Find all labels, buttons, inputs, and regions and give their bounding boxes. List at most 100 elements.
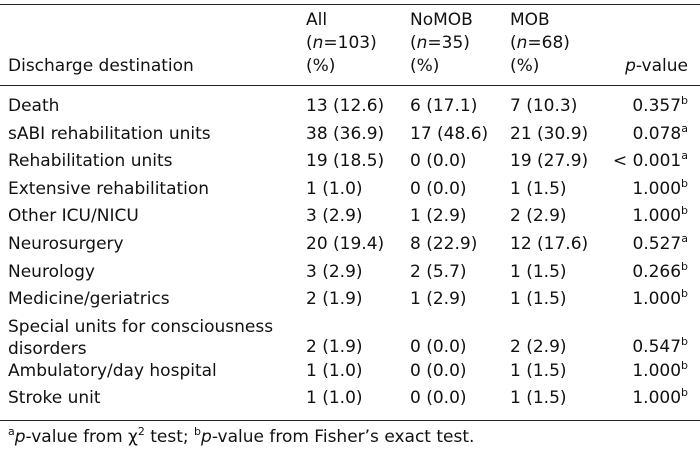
- p-value: 1.000: [632, 388, 682, 409]
- footnote-b-text: -value from Fisher’s exact test.: [211, 427, 475, 447]
- destination-cell: Special units for consciousness disorder…: [8, 316, 274, 359]
- p-value-footnote-mark: b: [681, 358, 688, 372]
- header-row: Discharge destination All (n=103) (%) No…: [0, 9, 700, 85]
- footnote-a-square: 2: [137, 425, 145, 438]
- header-mob-count: =68): [527, 33, 570, 53]
- p-value-cell: 1.000b: [606, 205, 700, 233]
- header-all-paren: (: [306, 33, 313, 53]
- destination-cell: Stroke unit: [8, 388, 101, 409]
- p-value-footnote-mark: a: [681, 149, 688, 163]
- all-cell: 1 (1.0): [306, 360, 363, 381]
- table-row: Rehabilitation units 19 (18.5) 0 (0.0) 19 (…: [0, 150, 700, 178]
- footnote-a-end: test;: [144, 427, 195, 447]
- header-mob-n: n: [516, 33, 528, 53]
- p-value-footnote-mark: a: [681, 121, 688, 135]
- nomob-cell: 2 (5.7): [410, 261, 467, 282]
- all-cell: 19 (18.5): [306, 151, 385, 172]
- header-p-value: p-value: [606, 9, 700, 85]
- mob-cell: 19 (27.9): [510, 151, 589, 172]
- p-value: 1.000: [632, 178, 682, 199]
- destination-cell: Extensive rehabilitation: [8, 178, 210, 199]
- header-nomob-unit: (%): [410, 56, 440, 76]
- p-value-cell: 1.000b: [606, 387, 700, 415]
- nomob-cell: 17 (48.6): [410, 123, 489, 144]
- table-row: Neurology 3 (2.9) 2 (5.7) 1 (1.5) 0.266b: [0, 261, 700, 289]
- all-cell: 20 (19.4): [306, 233, 385, 254]
- header-rule: [0, 85, 700, 86]
- p-value: < 0.001: [612, 151, 682, 172]
- header-p-rest: -value: [635, 56, 688, 76]
- p-value-footnote-mark: a: [681, 231, 688, 245]
- p-value-cell: < 0.001a: [606, 150, 700, 178]
- table-bottom-rule: [0, 420, 700, 421]
- mob-cell: 1 (1.5): [510, 388, 567, 409]
- all-cell: 13 (12.6): [306, 96, 385, 116]
- nomob-cell: 6 (17.1): [410, 96, 478, 116]
- destination-cell: Rehabilitation units: [8, 151, 173, 172]
- table-row: Stroke unit 1 (1.0) 0 (0.0) 1 (1.5) 1.000b: [0, 387, 700, 415]
- mob-cell: 1 (1.5): [510, 360, 567, 381]
- p-value-cell: 1.000b: [606, 178, 700, 206]
- p-value-footnote-mark: b: [681, 176, 688, 190]
- mob-cell: 1 (1.5): [510, 178, 567, 199]
- destination-cell: Ambulatory/day hospital: [8, 360, 217, 381]
- header-all-n: n: [312, 33, 324, 53]
- table-row: Death 13 (12.6) 6 (17.1) 7 (10.3) 0.357b: [0, 85, 700, 123]
- table-row: Special units for consciousness disorder…: [0, 316, 700, 360]
- footnote-b-p: p: [201, 427, 212, 447]
- mob-cell: 2 (2.9): [510, 206, 567, 227]
- nomob-cell: 0 (0.0): [410, 360, 467, 381]
- table-row: Ambulatory/day hospital 1 (1.0) 0 (0.0) 1 (…: [0, 360, 700, 388]
- destination-cell: sABI rehabilitation units: [8, 123, 211, 144]
- mob-cell: 21 (30.9): [510, 123, 589, 144]
- p-value-cell: 0.266b: [606, 261, 700, 289]
- header-destination: Discharge destination: [0, 9, 306, 85]
- header-nomob: NoMOB (n=35) (%): [410, 9, 510, 85]
- header-p-italic: p: [625, 56, 636, 76]
- p-value-cell: 0.078a: [606, 123, 700, 151]
- p-value: 1.000: [632, 289, 682, 310]
- destination-cell: Other ICU/NICU: [8, 206, 139, 227]
- header-nomob-count: =35): [427, 33, 470, 53]
- footnote-a-mark: a: [8, 425, 15, 438]
- p-value: 0.266: [632, 261, 682, 282]
- header-all-count: =103): [323, 33, 377, 53]
- nomob-cell: 8 (22.9): [410, 233, 478, 254]
- all-cell: 1 (1.0): [306, 388, 363, 409]
- p-value-footnote-mark: b: [681, 204, 688, 218]
- p-value-footnote-mark: b: [681, 94, 688, 107]
- header-mob-unit: (%): [510, 56, 540, 76]
- header-nomob-label: NoMOB: [410, 10, 473, 30]
- p-value: 0.527: [632, 233, 682, 254]
- p-value-cell: 1.000b: [606, 288, 700, 316]
- p-value-cell: 0.527a: [606, 233, 700, 261]
- mob-cell: 2 (2.9): [510, 336, 567, 357]
- table-row: Extensive rehabilitation 1 (1.0) 0 (0.0) 1 …: [0, 178, 700, 206]
- header-mob-label: MOB: [510, 10, 550, 30]
- all-cell: 3 (2.9): [306, 261, 363, 282]
- p-value-cell: 0.547b: [606, 316, 700, 360]
- p-value: 0.547: [632, 336, 682, 357]
- header-destination-label: Discharge destination: [8, 56, 194, 76]
- header-all-label: All: [306, 10, 328, 30]
- table-row: sABI rehabilitation units 38 (36.9) 17 (48…: [0, 123, 700, 151]
- table-top-rule: [0, 4, 700, 5]
- nomob-cell: 0 (0.0): [410, 178, 467, 199]
- all-cell: 1 (1.0): [306, 178, 363, 199]
- p-value-footnote-mark: b: [681, 334, 688, 348]
- table-row: Medicine/geriatrics 2 (1.9) 1 (2.9) 1 (1.5)…: [0, 288, 700, 316]
- p-value: 0.357: [632, 96, 682, 116]
- mob-cell: 1 (1.5): [510, 261, 567, 282]
- header-mob-paren: (: [510, 33, 517, 53]
- footnote: ap-value from χ2 test; bp-value from Fis…: [8, 425, 474, 449]
- header-nomob-n: n: [416, 33, 428, 53]
- p-value-cell: 1.000b: [606, 360, 700, 388]
- mob-cell: 1 (1.5): [510, 289, 567, 310]
- p-value-footnote-mark: b: [681, 259, 688, 273]
- destination-cell: Neurosurgery: [8, 233, 124, 254]
- header-mob: MOB (n=68) (%): [510, 9, 606, 85]
- p-value-cell: 0.357b: [606, 85, 700, 123]
- p-value-footnote-mark: b: [681, 386, 688, 400]
- all-cell: 3 (2.9): [306, 206, 363, 227]
- table-row: Neurosurgery 20 (19.4) 8 (22.9) 12 (17.6) 0.…: [0, 233, 700, 261]
